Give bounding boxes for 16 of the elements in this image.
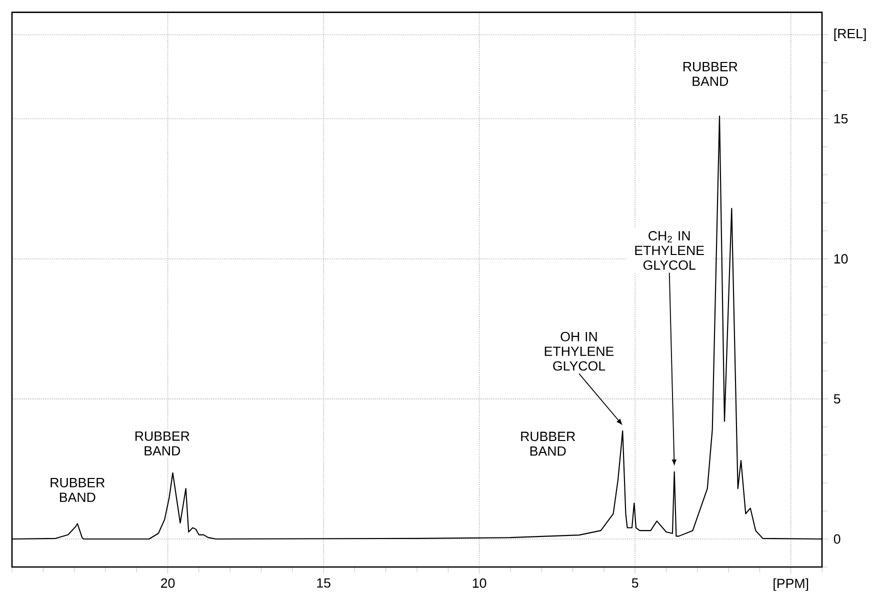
- x-tick-label: 10: [472, 578, 486, 588]
- annotation: RUBBER BAND: [50, 478, 105, 502]
- annotation: RUBBER BAND: [135, 432, 190, 456]
- x-tick-label: 15: [317, 578, 330, 588]
- y-tick-label: 5: [834, 394, 840, 404]
- annotation: RUBBER BAND: [683, 62, 738, 86]
- y-tick-label: [REL]: [834, 28, 866, 41]
- annotation: RUBBER BAND: [521, 432, 576, 456]
- annotation: CH$_{2}$ IN ETHYLENE GLYCOL: [635, 231, 704, 270]
- x-tick-label: 20: [161, 578, 175, 588]
- y-tick-label: 15: [834, 114, 848, 124]
- x-tick-label: 5: [632, 578, 638, 588]
- y-tick-label: 0: [834, 534, 840, 544]
- x-tick-label: [PPM]: [774, 578, 808, 591]
- y-tick-label: 10: [834, 254, 848, 264]
- annotation: OH IN ETHYLENE GLYCOL: [544, 332, 614, 371]
